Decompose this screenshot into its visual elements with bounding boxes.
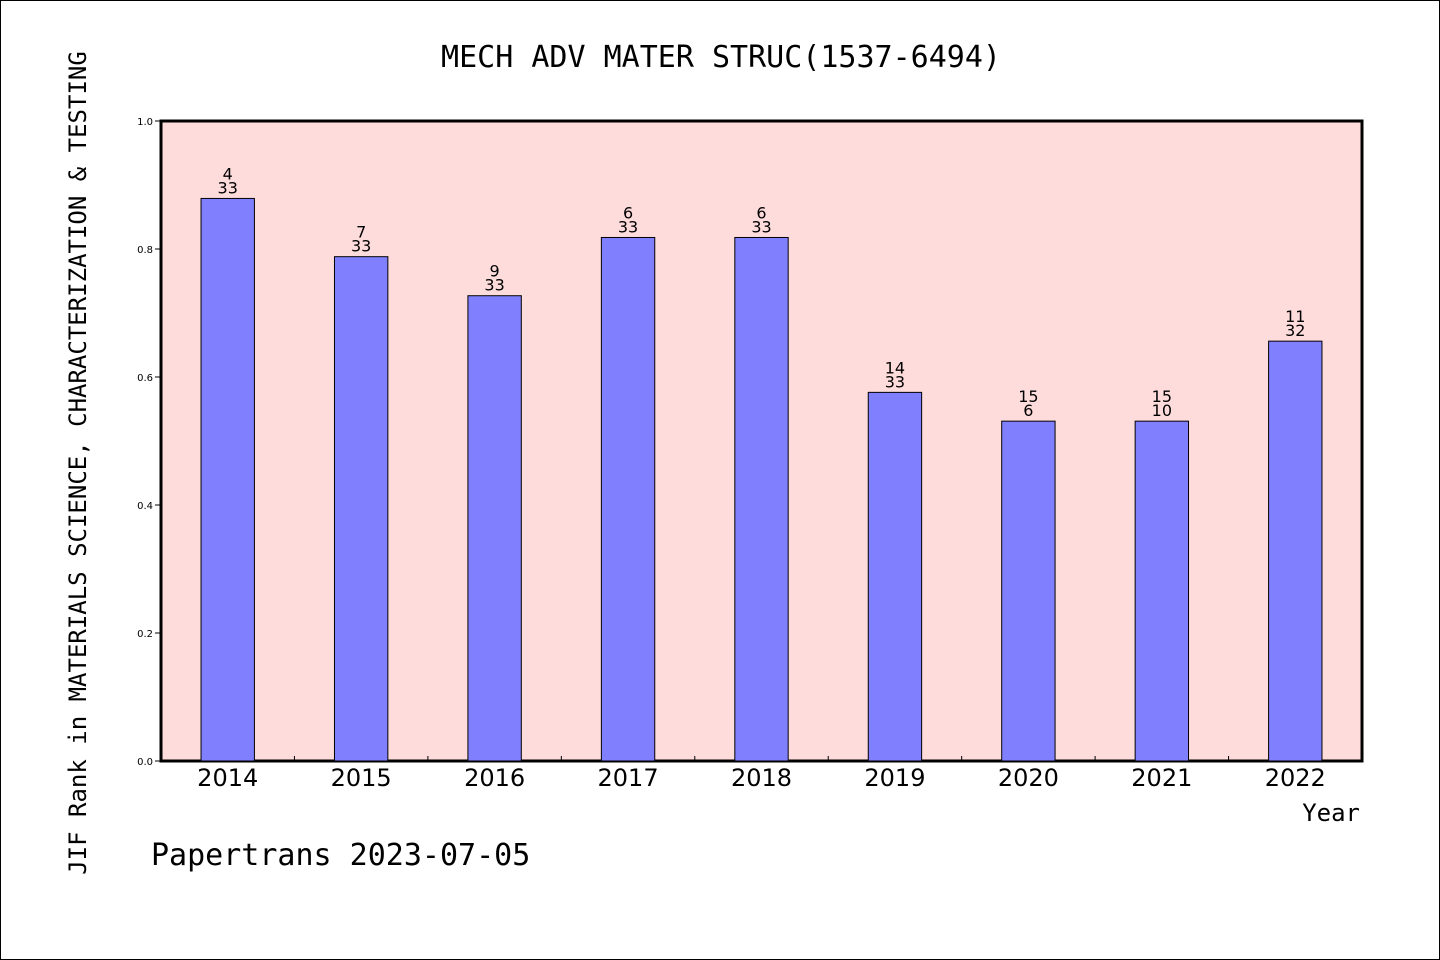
x-tick-label: 2015 bbox=[331, 764, 392, 792]
bar-label-rank: 7 bbox=[356, 223, 366, 242]
x-tick-label: 2019 bbox=[864, 764, 925, 792]
bar bbox=[600, 236, 656, 762]
y-tick-label: 0.2 bbox=[137, 629, 153, 640]
bar bbox=[200, 197, 255, 762]
bar bbox=[1001, 420, 1056, 762]
y-tick-label: 0.0 bbox=[137, 757, 153, 768]
bar-label-rank: 15 bbox=[1018, 387, 1038, 406]
bar-label-total: 33 bbox=[885, 372, 905, 391]
x-tick-label: 2021 bbox=[1131, 764, 1192, 792]
y-axis-label: JIF Rank in MATERIALS SCIENCE, CHARACTER… bbox=[64, 51, 92, 875]
bar-label-total: 10 bbox=[1152, 401, 1172, 420]
bar-label-rank: 6 bbox=[756, 203, 766, 222]
bar-label-total: 33 bbox=[351, 237, 371, 256]
bar-label-rank: 6 bbox=[623, 203, 633, 222]
bar-label-total: 32 bbox=[1285, 321, 1305, 340]
watermark: Papertrans 2023-07-05 bbox=[151, 838, 530, 873]
y-tick-label: 0.4 bbox=[137, 501, 153, 512]
bar bbox=[1268, 340, 1323, 762]
bar bbox=[1134, 420, 1190, 762]
bar-label-total: 6 bbox=[1023, 401, 1033, 420]
bar-label-total: 33 bbox=[484, 276, 504, 295]
bar-label-rank: 4 bbox=[223, 164, 233, 183]
x-tick-label: 2014 bbox=[197, 764, 258, 792]
y-tick-label: 1.0 bbox=[137, 117, 153, 128]
bar bbox=[467, 295, 522, 762]
bar-label-rank: 9 bbox=[490, 262, 500, 281]
bar-label-total: 33 bbox=[751, 217, 771, 236]
bar-label-rank: 15 bbox=[1152, 387, 1172, 406]
y-tick-label: 0.6 bbox=[137, 373, 153, 384]
chart-title: MECH ADV MATER STRUC(1537-6494) bbox=[441, 40, 1001, 75]
x-tick-label: 2017 bbox=[598, 764, 659, 792]
bar bbox=[734, 236, 789, 762]
bar-label-rank: 14 bbox=[885, 358, 905, 377]
bar bbox=[867, 391, 923, 762]
x-tick-label: 2022 bbox=[1265, 764, 1326, 792]
bar bbox=[333, 256, 389, 762]
x-axis: 2014 2015 2016 2017 2018 2019 2020 2021 2022 bbox=[197, 756, 1326, 792]
y-tick-label: 0.8 bbox=[137, 245, 153, 256]
x-tick-label: 2016 bbox=[464, 764, 525, 792]
x-tick-label: 2020 bbox=[998, 764, 1059, 792]
y-axis: 0.0 0.2 0.4 0.6 0.8 1.0 bbox=[137, 117, 161, 768]
x-axis-label: Year bbox=[1302, 799, 1360, 827]
bar-label-total: 33 bbox=[218, 178, 238, 197]
bar-label-total: 33 bbox=[618, 217, 638, 236]
bar-label-rank: 11 bbox=[1285, 307, 1305, 326]
x-tick-label: 2018 bbox=[731, 764, 792, 792]
